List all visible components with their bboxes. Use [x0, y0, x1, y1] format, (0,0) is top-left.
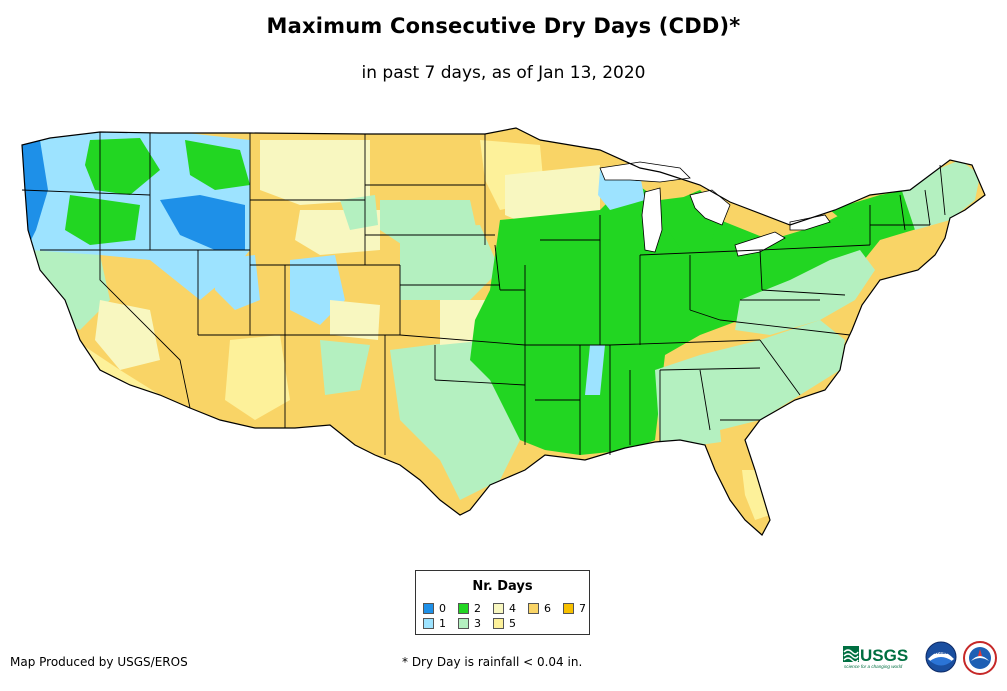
- great-lakes: [599, 161, 831, 257]
- lake-michigan: [641, 187, 663, 253]
- usgs-logo-tagline: science for a changing world: [844, 664, 903, 669]
- legend-swatch-1: [423, 618, 434, 629]
- lake-superior: [599, 161, 691, 183]
- legend-item-4: 4: [493, 603, 516, 615]
- region-or-green: [65, 195, 140, 245]
- legend-item-0: 0: [423, 603, 446, 615]
- legend-item-1: 1: [423, 618, 446, 630]
- legend-item-3: 3: [458, 618, 481, 630]
- usgs-logo-text: USGS: [860, 646, 908, 665]
- region-ut-mtn-1day: [215, 255, 260, 310]
- map-title: Maximum Consecutive Dry Days (CDD)*: [266, 14, 741, 38]
- region-az-5day: [225, 335, 290, 420]
- legend-item-6: 6: [528, 603, 551, 615]
- legend-swatch-6: [528, 603, 539, 614]
- legend-swatch-0: [423, 603, 434, 614]
- lake-ontario: [789, 214, 831, 231]
- lake-erie: [734, 231, 786, 257]
- nws-logo: [963, 641, 997, 675]
- region-nv-4day: [95, 300, 160, 370]
- dry-day-footnote: * Dry Day is rainfall < 0.04 in.: [402, 655, 583, 669]
- cdd-regions: [22, 130, 980, 535]
- region-idaho-0day: [160, 195, 245, 250]
- region-wy-3day: [340, 195, 378, 230]
- region-dakotas-4day: [260, 140, 370, 205]
- region-mississippi-1day: [585, 345, 605, 395]
- noaa-logo-text: noaa: [935, 650, 947, 656]
- map-subtitle: in past 7 days, as of Jan 13, 2020: [361, 63, 646, 83]
- legend-swatch-2: [458, 603, 469, 614]
- region-mt-green: [185, 140, 250, 190]
- legend-swatch-3: [458, 618, 469, 629]
- region-nm-4day: [330, 300, 380, 340]
- noaa-logo: noaa: [925, 641, 957, 673]
- usgs-logo: USGS science for a changing world: [843, 646, 908, 669]
- region-nw-green: [85, 138, 160, 195]
- legend-swatch-4: [493, 603, 504, 614]
- legend-swatch-7: [563, 603, 574, 614]
- legend-swatch-5: [493, 618, 504, 629]
- map-legend: Nr. Days 0 1 2 3 4 5 6 7: [415, 570, 590, 635]
- map-credit: Map Produced by USGS/EROS: [10, 655, 188, 669]
- legend-item-2: 2: [458, 603, 481, 615]
- state-borders: [21, 127, 986, 536]
- region-se-3day: [655, 320, 845, 445]
- region-ks-3day: [400, 225, 500, 300]
- legend-title: Nr. Days: [472, 579, 533, 594]
- region-nengland-3day: [900, 160, 980, 230]
- lake-huron: [689, 189, 731, 226]
- region-nm-3day: [320, 340, 370, 395]
- legend-item-5: 5: [493, 618, 516, 630]
- legend-item-7: 7: [563, 603, 586, 615]
